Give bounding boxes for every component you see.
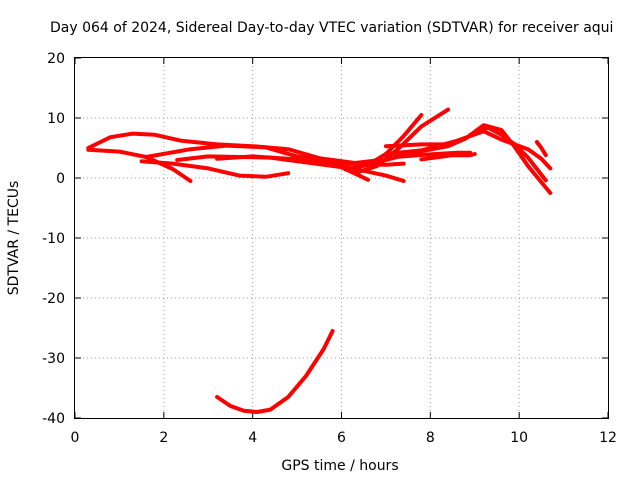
x-tick-label: 12 (599, 430, 617, 446)
y-tick-label: -20 (42, 291, 65, 307)
x-tick-label: 8 (426, 430, 435, 446)
y-tick-label: 0 (56, 171, 65, 187)
series-line-arc-6 (215, 154, 406, 167)
series-line-arc-17 (215, 329, 335, 414)
series-line-arc-15 (468, 125, 548, 183)
y-tick-label: 20 (47, 51, 65, 67)
series-line-arc-7 (321, 160, 406, 183)
series-layer (86, 107, 553, 414)
series-line-arc-13 (419, 152, 477, 162)
x-tick-label: 2 (159, 430, 168, 446)
series-line-arc-9 (352, 107, 451, 176)
plot-frame (74, 57, 609, 419)
y-tick-label: 10 (47, 111, 65, 127)
x-tick-label: 6 (337, 430, 346, 446)
series-line-arc-12 (392, 150, 473, 159)
y-tick-label: -40 (42, 411, 65, 427)
chart-title: Day 064 of 2024, Sidereal Day-to-day VTE… (50, 20, 613, 36)
y-tick-label: -10 (42, 231, 65, 247)
x-tick-label: 10 (510, 430, 528, 446)
axis-ticks: 0 2 4 6 8 10 12 -40 -30 -20 -10 0 10 20 (42, 51, 617, 446)
series-line-arc-14 (383, 142, 451, 149)
x-tick-label: 0 (71, 430, 80, 446)
series-line-arc-11 (383, 129, 553, 171)
series-line-arc-3 (139, 159, 291, 179)
y-axis-label: SDTVAR / TECUs (6, 181, 22, 296)
y-tick-label: -30 (42, 351, 65, 367)
series-line-arc-16 (534, 140, 548, 158)
grid (75, 58, 608, 418)
x-tick-label: 4 (248, 430, 257, 446)
x-axis-label: GPS time / hours (281, 458, 398, 474)
